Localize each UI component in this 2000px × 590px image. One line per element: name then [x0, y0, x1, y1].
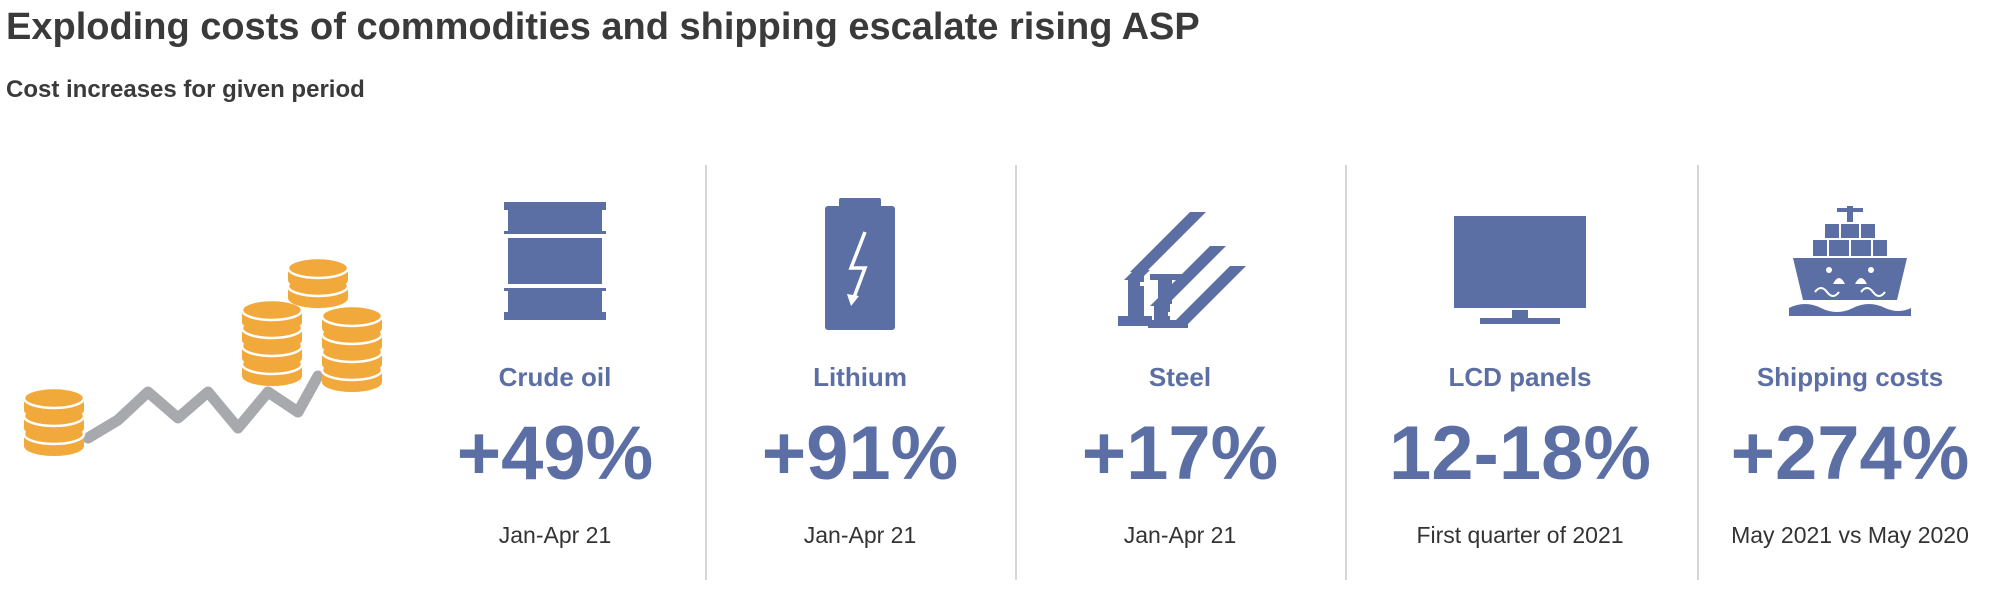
stat-panel-crude-oil: Crude oil +49% Jan-Apr 21 [405, 196, 705, 576]
item-label: Lithium [813, 362, 907, 392]
item-label: Shipping costs [1756, 362, 1944, 392]
item-period: May 2021 vs May 2020 [1731, 522, 1969, 548]
divider [1345, 165, 1347, 580]
item-value: +91% [761, 411, 959, 496]
stat-panel-shipping-costs: Shipping costs +274% May 2021 vs May 202… [1700, 196, 2000, 576]
stat-panel-steel: Steel +17% Jan-Apr 21 [1030, 196, 1330, 576]
item-label: LCD panels [1448, 362, 1592, 392]
item-label: Crude oil [498, 362, 612, 392]
item-period: Jan-Apr 21 [803, 522, 917, 548]
chart-subtitle: Cost increases for given period [6, 76, 365, 103]
coin-stacks-rising-trend-icon [22, 256, 384, 458]
chart-title: Exploding costs of commodities and shipp… [6, 6, 1200, 48]
steel-beams-icon [1118, 212, 1246, 328]
cargo-ship-icon [1789, 206, 1911, 316]
item-value: +17% [1081, 411, 1279, 496]
item-period: First quarter of 2021 [1416, 522, 1624, 548]
monitor-icon [1454, 216, 1586, 324]
divider [705, 165, 707, 580]
oil-barrel-icon [504, 202, 606, 320]
item-period: Jan-Apr 21 [1123, 522, 1237, 548]
stat-panel-lcd-panels: LCD panels 12-18% First quarter of 2021 [1370, 196, 1670, 576]
item-label: Steel [1148, 362, 1212, 392]
item-value: +274% [1730, 411, 1970, 496]
divider [1015, 165, 1017, 580]
item-value: 12-18% [1389, 411, 1651, 496]
item-value: +49% [456, 411, 654, 496]
battery-icon [825, 198, 895, 330]
divider [1697, 165, 1699, 580]
item-period: Jan-Apr 21 [498, 522, 612, 548]
stat-panel-lithium: Lithium +91% Jan-Apr 21 [710, 196, 1010, 576]
